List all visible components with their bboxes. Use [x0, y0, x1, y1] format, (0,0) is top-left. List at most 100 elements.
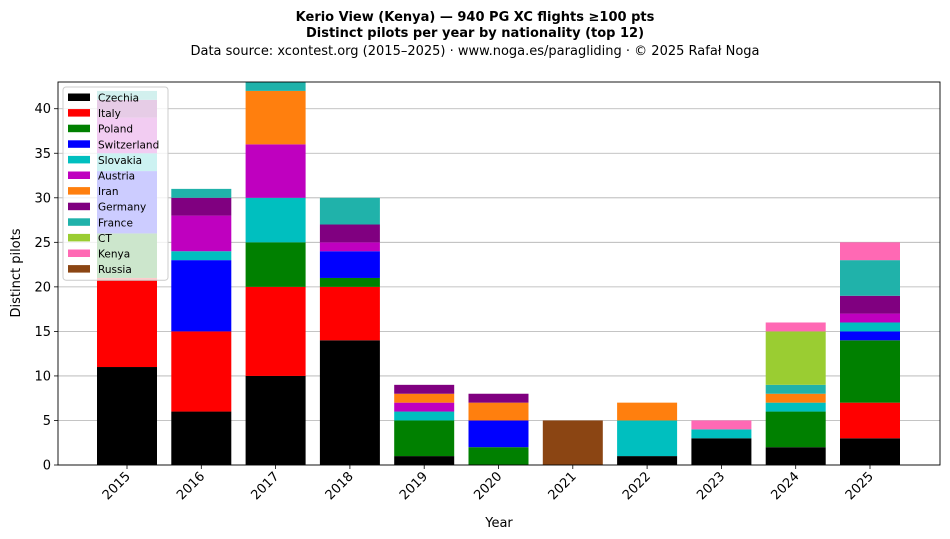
- y-tick-label: 25: [34, 236, 51, 251]
- legend-swatch-kenya: [68, 249, 90, 257]
- legend-label-poland: Poland: [98, 124, 133, 136]
- bar-2025-czechia: [840, 438, 900, 465]
- legend-box: [62, 86, 169, 281]
- bar-2019-czechia: [394, 456, 455, 465]
- legend-label-kenya: Kenya: [98, 249, 130, 261]
- bar-2017-poland: [245, 242, 306, 287]
- bar-2016-france: [171, 188, 232, 198]
- legend-swatch-switzerland: [68, 140, 90, 148]
- bar-2020-poland: [468, 447, 529, 465]
- bar-2019-slovakia: [394, 411, 455, 421]
- bar-2018-austria: [319, 242, 380, 252]
- bar-2025-italy: [840, 402, 900, 439]
- bar-2016-czechia: [171, 411, 232, 465]
- legend-swatch-poland: [68, 124, 90, 133]
- legend-swatch-ct: [68, 233, 90, 242]
- y-tick-label: 35: [34, 147, 51, 162]
- bar-2022-czechia: [617, 456, 678, 465]
- bar-2016-switzerland: [171, 260, 232, 332]
- bar-2020-iran: [468, 402, 529, 421]
- legend-label-slovakia: Slovakia: [98, 155, 142, 167]
- legend-swatch-france: [68, 218, 90, 226]
- legend-label-austria: Austria: [98, 171, 135, 183]
- bar-2018-switzerland: [319, 251, 380, 278]
- legend-swatch-slovakia: [68, 155, 90, 164]
- legend-label-ct: CT: [98, 233, 112, 245]
- y-tick-label: 20: [34, 280, 51, 295]
- bar-2020-switzerland: [468, 420, 529, 448]
- bar-2024-ct: [765, 331, 826, 385]
- bar-2017-czechia: [245, 375, 306, 465]
- legend-label-iran: Iran: [98, 186, 119, 198]
- legend-swatch-czechia: [68, 93, 90, 101]
- bar-2024-france: [765, 384, 826, 394]
- bar-2018-germany: [319, 224, 380, 243]
- bar-2025-kenya: [840, 242, 900, 261]
- bar-2024-kenya: [765, 322, 826, 332]
- y-tick-label: 5: [43, 414, 51, 429]
- bar-2025-germany: [840, 295, 900, 314]
- x-tick-labels: 2015 2016 2017 2018 2019 2020 2021 2022 2023 2024…: [100, 465, 877, 503]
- chart-title: Kerio View (Kenya) — 940 PG XC flights ≥…: [296, 10, 655, 25]
- bar-2017-austria: [245, 144, 306, 198]
- bar-2016-germany: [171, 197, 232, 216]
- y-tick-label: 10: [34, 369, 51, 384]
- x-tick-label-2025: 2025: [843, 469, 877, 503]
- bar-2019-iran: [394, 393, 455, 403]
- legend-label-italy: Italy: [98, 108, 121, 120]
- bar-2022-iran: [617, 402, 678, 421]
- chart-subtitle: Distinct pilots per year by nationality …: [306, 26, 644, 41]
- bar-stacks: [97, 82, 900, 465]
- bar-2023-czechia: [691, 438, 752, 465]
- legend: Czechia Italy Poland Switzerland Slovakia Aus…: [62, 86, 169, 281]
- bar-2019-germany: [394, 384, 455, 394]
- legend-swatch-germany: [68, 202, 90, 211]
- bar-2018-poland: [319, 277, 380, 287]
- bar-2019-poland: [394, 420, 455, 457]
- bar-2017-france: [245, 82, 306, 91]
- x-tick-label-2017: 2017: [248, 469, 282, 503]
- bar-2018-italy: [319, 286, 380, 341]
- legend-label-france: France: [98, 217, 133, 229]
- bar-2025-switzerland: [840, 331, 900, 341]
- y-tick-label: 0: [43, 459, 51, 474]
- bar-2016-italy: [171, 331, 232, 412]
- x-tick-label-2015: 2015: [100, 469, 134, 503]
- bar-2025-france: [840, 260, 900, 296]
- bar-2018-france: [319, 197, 380, 225]
- x-tick-label-2019: 2019: [397, 469, 431, 503]
- x-axis-label: Year: [484, 516, 513, 531]
- bar-2024-slovakia: [765, 402, 826, 412]
- x-tick-label-2024: 2024: [769, 469, 803, 503]
- x-tick-label-2023: 2023: [694, 469, 728, 503]
- y-tick-label: 40: [34, 102, 51, 117]
- y-axis-label: Distinct pilots: [9, 228, 24, 317]
- legend-swatch-iran: [68, 187, 90, 195]
- bar-2017-slovakia: [245, 197, 306, 243]
- y-tick-labels: 0 5 10 15 20 25 30 35 40: [34, 102, 58, 474]
- bar-2024-czechia: [765, 447, 826, 465]
- legend-swatch-russia: [68, 265, 90, 273]
- bar-2017-italy: [245, 286, 306, 376]
- bar-2016-slovakia: [171, 251, 232, 261]
- legend-swatch-italy: [68, 109, 90, 117]
- bar-2018-czechia: [319, 340, 380, 465]
- plot-frame: [57, 81, 941, 466]
- x-tick-label-2018: 2018: [323, 469, 357, 503]
- bar-2015-italy: [97, 277, 157, 368]
- x-tick-label-2022: 2022: [620, 469, 654, 503]
- legend-label-czechia: Czechia: [98, 93, 139, 105]
- x-tick-label-2021: 2021: [546, 469, 580, 503]
- bar-2025-austria: [840, 313, 900, 323]
- axes: [57, 81, 941, 466]
- legend-swatch-austria: [68, 171, 90, 179]
- bar-2023-kenya: [691, 420, 752, 430]
- legend-label-switzerland: Switzerland: [98, 139, 159, 151]
- bar-2024-poland: [765, 411, 826, 448]
- bar-2019-austria: [394, 402, 455, 412]
- legend-label-russia: Russia: [98, 264, 132, 276]
- x-tick-label-2016: 2016: [174, 469, 208, 503]
- bar-2021-russia: [542, 420, 603, 465]
- y-tick-label: 15: [34, 325, 51, 340]
